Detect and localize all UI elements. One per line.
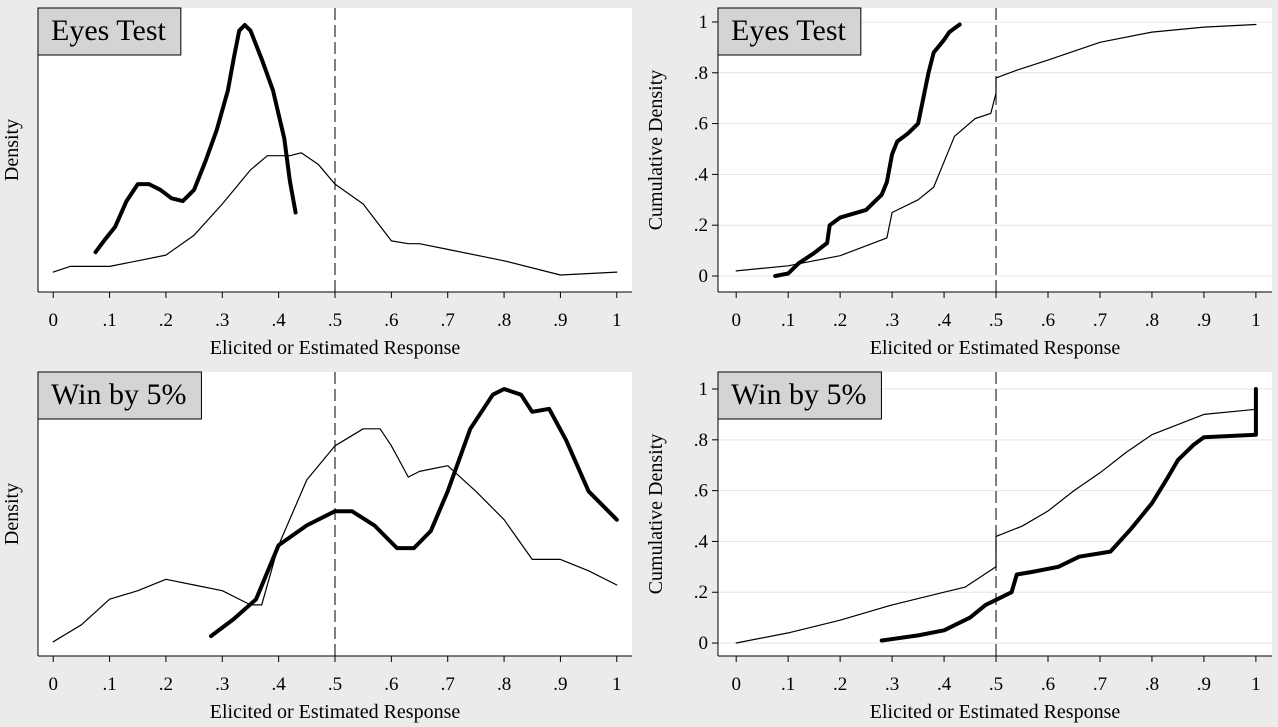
x-tick-label: .6 bbox=[384, 310, 398, 331]
x-tick-label: .1 bbox=[102, 674, 116, 695]
x-tick-label: .2 bbox=[159, 674, 173, 695]
line bbox=[735, 408, 1257, 644]
x-tick-label: .9 bbox=[553, 310, 567, 331]
x-tick-label: .5 bbox=[989, 674, 1003, 695]
x-tick-label: .6 bbox=[384, 674, 398, 695]
x-tick-label: .6 bbox=[1041, 310, 1055, 331]
x-tick-label: .3 bbox=[215, 674, 229, 695]
title-box bbox=[717, 7, 862, 56]
x-tick-label: .7 bbox=[1093, 310, 1107, 331]
x-tick-label: 1 bbox=[612, 310, 622, 331]
line bbox=[52, 428, 618, 643]
x-tick-label: .7 bbox=[441, 310, 455, 331]
x-tick-label: .6 bbox=[1041, 674, 1055, 695]
title-box bbox=[37, 7, 182, 56]
panel: 0 .2 .4 .6 .8 1 0 .1 .2 .3 .4 .5 .6 .7 .8 .9 1 Win by 5% E… bbox=[645, 371, 1272, 723]
y-tick-label: .2 bbox=[694, 215, 708, 236]
x-tick-label: .1 bbox=[102, 310, 116, 331]
x-tick-label: .1 bbox=[781, 674, 795, 695]
y-tick-label: .4 bbox=[694, 531, 709, 552]
y-tick-label: .4 bbox=[694, 164, 709, 185]
x-tick-label: 0 bbox=[731, 674, 741, 695]
y-axis-label: Cumulative Density bbox=[645, 434, 667, 595]
title-box bbox=[37, 371, 202, 420]
x-tick-label: .5 bbox=[989, 310, 1003, 331]
y-tick-label: 1 bbox=[699, 379, 709, 400]
x-tick-label: .4 bbox=[272, 674, 287, 695]
x-tick-label: .3 bbox=[885, 310, 899, 331]
x-tick-label: .5 bbox=[328, 310, 342, 331]
y-tick-label: .8 bbox=[694, 63, 708, 84]
x-axis-label: Elicited or Estimated Response bbox=[870, 701, 1121, 723]
x-tick-label: .1 bbox=[781, 310, 795, 331]
panel: 0 .1 .2 .3 .4 .5 .6 .7 .8 .9 1 Win by 5% Elicited or… bbox=[1, 371, 632, 723]
y-tick-label: .2 bbox=[694, 582, 708, 603]
panel-title: Win by 5% bbox=[731, 378, 866, 411]
x-tick-label: .3 bbox=[215, 310, 229, 331]
line bbox=[735, 23, 1257, 272]
x-axis-label: Elicited or Estimated Response bbox=[870, 337, 1121, 359]
panel-title: Eyes Test bbox=[731, 14, 846, 47]
x-tick-label: .3 bbox=[885, 674, 899, 695]
y-axis-label: Density bbox=[1, 483, 23, 545]
y-tick-label: 1 bbox=[699, 12, 709, 33]
x-tick-label: .9 bbox=[1197, 674, 1211, 695]
title-box bbox=[717, 371, 882, 420]
y-axis-label: Density bbox=[1, 119, 23, 181]
y-tick-label: 0 bbox=[699, 633, 709, 654]
x-tick-label: .8 bbox=[1145, 310, 1159, 331]
panel-title: Eyes Test bbox=[51, 14, 166, 47]
x-tick-label: .8 bbox=[1145, 674, 1159, 695]
x-tick-label: .4 bbox=[937, 674, 952, 695]
x-tick-label: 0 bbox=[731, 310, 741, 331]
x-tick-label: .7 bbox=[1093, 674, 1107, 695]
y-tick-label: 0 bbox=[699, 266, 709, 287]
y-tick-label: .8 bbox=[694, 430, 708, 451]
x-tick-label: .8 bbox=[497, 310, 511, 331]
x-axis-label: Elicited or Estimated Response bbox=[210, 701, 461, 723]
panel-title: Win by 5% bbox=[51, 378, 186, 411]
x-tick-label: .8 bbox=[497, 674, 511, 695]
y-tick-label: .6 bbox=[694, 481, 708, 502]
panel: 0 .2 .4 .6 .8 1 0 .1 .2 .3 .4 .5 .6 .7 .8 .9 1 Eyes Test E… bbox=[645, 7, 1272, 359]
x-tick-label: .2 bbox=[159, 310, 173, 331]
y-axis-label: Cumulative Density bbox=[645, 70, 667, 231]
x-tick-label: .2 bbox=[833, 310, 847, 331]
panel: 0 .1 .2 .3 .4 .5 .6 .7 .8 .9 1 Eyes Test Elicited or… bbox=[1, 7, 632, 359]
line bbox=[209, 387, 619, 639]
x-tick-label: 1 bbox=[612, 674, 622, 695]
x-axis-label: Elicited or Estimated Response bbox=[210, 337, 461, 359]
line bbox=[773, 22, 962, 278]
x-tick-label: .9 bbox=[1197, 310, 1211, 331]
x-tick-label: .4 bbox=[937, 310, 952, 331]
x-tick-label: 0 bbox=[48, 310, 58, 331]
x-tick-label: 1 bbox=[1251, 310, 1261, 331]
line bbox=[52, 152, 618, 276]
x-tick-label: .4 bbox=[272, 310, 287, 331]
x-tick-label: .2 bbox=[833, 674, 847, 695]
line bbox=[93, 23, 298, 255]
x-tick-label: 0 bbox=[48, 674, 58, 695]
x-tick-label: .7 bbox=[441, 674, 455, 695]
x-tick-label: .9 bbox=[553, 674, 567, 695]
x-tick-label: 1 bbox=[1251, 674, 1261, 695]
y-tick-label: .6 bbox=[694, 114, 708, 135]
line bbox=[879, 387, 1258, 643]
x-tick-label: .5 bbox=[328, 674, 342, 695]
